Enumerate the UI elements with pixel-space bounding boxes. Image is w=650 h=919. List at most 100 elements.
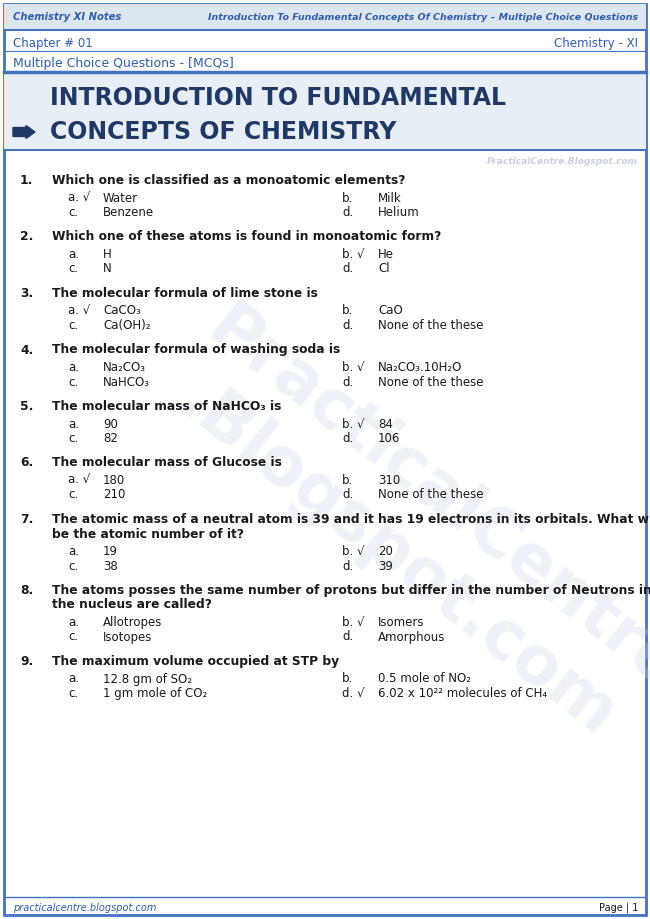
Text: b. √: b. √ (342, 417, 365, 430)
Text: c.: c. (68, 432, 78, 445)
Text: 3.: 3. (20, 287, 33, 300)
Text: The atomic mass of a neutral atom is 39 and it has 19 electrons in its orbitals.: The atomic mass of a neutral atom is 39 … (52, 513, 650, 526)
Bar (4, 72, 646, 150)
Text: 39: 39 (378, 560, 393, 573)
Text: The atoms posses the same number of protons but differ in the number of Neutrons: The atoms posses the same number of prot… (52, 584, 650, 597)
Text: 2.: 2. (20, 231, 33, 244)
Text: d.: d. (342, 263, 353, 276)
Text: The molecular formula of washing soda is: The molecular formula of washing soda is (52, 344, 340, 357)
Text: 210: 210 (103, 489, 125, 502)
Text: Ca(OH)₂: Ca(OH)₂ (103, 319, 151, 332)
Text: 180: 180 (103, 474, 125, 487)
Text: Helium: Helium (378, 206, 420, 219)
Text: a.: a. (68, 417, 79, 430)
Text: CONCEPTS OF CHEMISTRY: CONCEPTS OF CHEMISTRY (50, 120, 397, 144)
Text: c.: c. (68, 630, 78, 643)
Text: 19: 19 (103, 545, 118, 558)
Text: d.: d. (342, 376, 353, 389)
Text: Introduction To Fundamental Concepts Of Chemistry – Multiple Choice Questions: Introduction To Fundamental Concepts Of … (208, 13, 638, 21)
Text: c.: c. (68, 376, 78, 389)
Text: PracticalCentre.Blogspot.com: PracticalCentre.Blogspot.com (487, 157, 638, 166)
Text: 1 gm mole of CO₂: 1 gm mole of CO₂ (103, 687, 207, 700)
Text: a.: a. (68, 673, 79, 686)
Text: b. √: b. √ (342, 361, 365, 374)
Text: NaHCO₃: NaHCO₃ (103, 376, 150, 389)
Text: d.: d. (342, 319, 353, 332)
Text: 106: 106 (378, 432, 400, 445)
Text: d.: d. (342, 630, 353, 643)
Bar (4, 4, 646, 30)
Text: a.: a. (68, 616, 79, 629)
Text: practicalcentre.blogspot.com: practicalcentre.blogspot.com (13, 903, 157, 913)
Text: Benzene: Benzene (103, 206, 154, 219)
Text: N: N (103, 263, 112, 276)
FancyArrow shape (13, 126, 35, 139)
Text: 84: 84 (378, 417, 393, 430)
Text: PracticalCentre
.Blogspot.com: PracticalCentre .Blogspot.com (148, 295, 650, 765)
Text: a.: a. (68, 248, 79, 261)
Text: The molecular mass of Glucose is: The molecular mass of Glucose is (52, 457, 282, 470)
Text: d.: d. (342, 489, 353, 502)
Text: Isomers: Isomers (378, 616, 424, 629)
Text: 90: 90 (103, 417, 118, 430)
Text: b. √: b. √ (342, 545, 365, 558)
Text: Na₂CO₃.10H₂O: Na₂CO₃.10H₂O (378, 361, 462, 374)
Text: c.: c. (68, 687, 78, 700)
Text: 5.: 5. (20, 400, 33, 413)
Text: Na₂CO₃: Na₂CO₃ (103, 361, 146, 374)
Text: 310: 310 (378, 474, 400, 487)
Text: d.: d. (342, 432, 353, 445)
Text: 12.8 gm of SO₂: 12.8 gm of SO₂ (103, 673, 192, 686)
Text: 20: 20 (378, 545, 393, 558)
Text: d.: d. (342, 560, 353, 573)
Text: CaCO₃: CaCO₃ (103, 304, 141, 317)
Text: Chemistry - XI: Chemistry - XI (554, 37, 638, 50)
Text: b. √: b. √ (342, 248, 365, 261)
Text: None of the these: None of the these (378, 319, 484, 332)
Text: Cl: Cl (378, 263, 389, 276)
Text: 9.: 9. (20, 655, 33, 668)
Text: INTRODUCTION TO FUNDAMENTAL: INTRODUCTION TO FUNDAMENTAL (50, 86, 506, 110)
Text: b.: b. (342, 304, 353, 317)
Text: The molecular formula of lime stone is: The molecular formula of lime stone is (52, 287, 318, 300)
Text: Which one is classified as a monoatomic elements?: Which one is classified as a monoatomic … (52, 174, 406, 187)
Text: The molecular mass of NaHCO₃ is: The molecular mass of NaHCO₃ is (52, 400, 281, 413)
Text: H: H (103, 248, 112, 261)
Text: c.: c. (68, 319, 78, 332)
Text: None of the these: None of the these (378, 376, 484, 389)
Text: c.: c. (68, 206, 78, 219)
Text: c.: c. (68, 489, 78, 502)
Text: 1.: 1. (20, 174, 33, 187)
Text: b.: b. (342, 474, 353, 487)
Text: Page | 1: Page | 1 (599, 902, 638, 913)
Text: c.: c. (68, 560, 78, 573)
Text: b. √: b. √ (342, 616, 365, 629)
Text: b.: b. (342, 191, 353, 205)
Text: a.: a. (68, 545, 79, 558)
Text: Which one of these atoms is found in monoatomic form?: Which one of these atoms is found in mon… (52, 231, 441, 244)
Text: 7.: 7. (20, 513, 33, 526)
Text: None of the these: None of the these (378, 489, 484, 502)
Text: d.: d. (342, 206, 353, 219)
Text: Chapter # 01: Chapter # 01 (13, 37, 93, 50)
Text: Allotropes: Allotropes (103, 616, 162, 629)
Text: Chemistry XI Notes: Chemistry XI Notes (13, 12, 122, 22)
Text: 0.5 mole of NO₂: 0.5 mole of NO₂ (378, 673, 471, 686)
Text: Isotopes: Isotopes (103, 630, 152, 643)
Text: b.: b. (342, 673, 353, 686)
Text: CaO: CaO (378, 304, 403, 317)
Text: 6.02 x 10²² molecules of CH₄: 6.02 x 10²² molecules of CH₄ (378, 687, 547, 700)
Text: 82: 82 (103, 432, 118, 445)
Text: Milk: Milk (378, 191, 402, 205)
Text: a. √: a. √ (68, 191, 90, 205)
Text: d. √: d. √ (342, 687, 365, 700)
Text: the nucleus are called?: the nucleus are called? (52, 598, 212, 611)
Text: Amorphous: Amorphous (378, 630, 445, 643)
Text: 6.: 6. (20, 457, 33, 470)
Text: a.: a. (68, 361, 79, 374)
Text: be the atomic number of it?: be the atomic number of it? (52, 528, 244, 540)
Text: The maximum volume occupied at STP by: The maximum volume occupied at STP by (52, 655, 339, 668)
Text: c.: c. (68, 263, 78, 276)
Text: 4.: 4. (20, 344, 33, 357)
Text: a. √: a. √ (68, 474, 90, 487)
